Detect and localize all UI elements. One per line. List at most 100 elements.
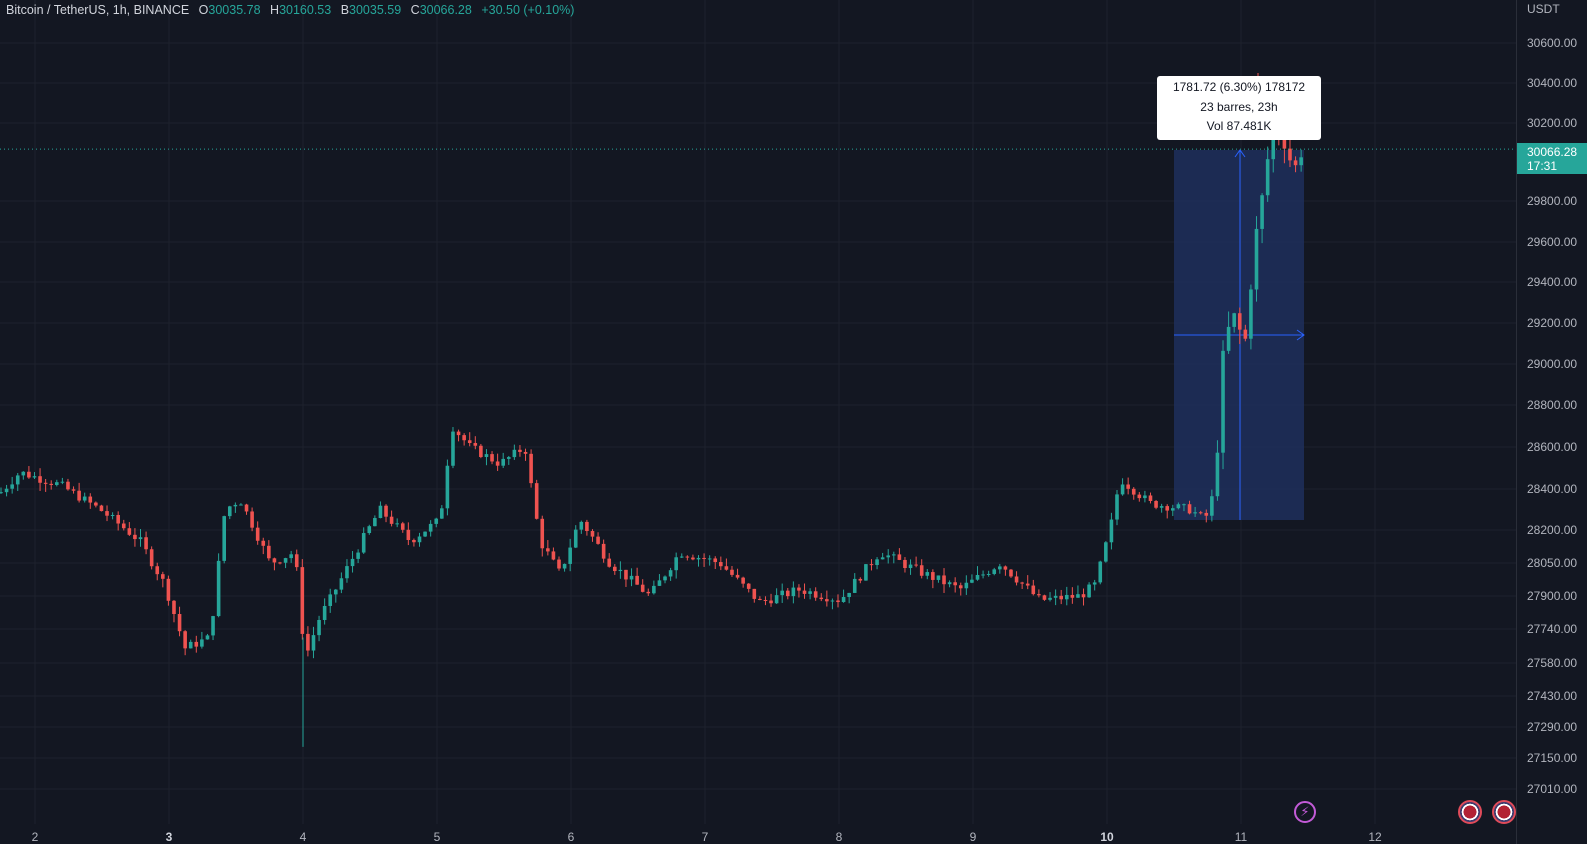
candle-body	[858, 578, 863, 581]
candle-body	[1131, 488, 1136, 495]
candle-body	[278, 562, 282, 564]
candle-body	[919, 565, 924, 576]
candle-body	[958, 585, 963, 589]
candle-body	[1014, 576, 1019, 583]
candle-body	[289, 554, 293, 559]
candle-body	[1243, 329, 1248, 339]
candle-body	[914, 564, 918, 566]
currency-unit[interactable]: USDT	[1527, 2, 1560, 16]
candle-body	[484, 454, 489, 458]
candle-body	[1182, 504, 1186, 506]
candle-body	[534, 483, 539, 519]
candle-body	[1260, 195, 1264, 229]
candle-body	[38, 476, 42, 483]
candle-body	[769, 600, 773, 604]
candle-body	[802, 590, 807, 594]
candle-body	[1070, 594, 1075, 598]
candle-body	[724, 566, 729, 570]
candle-body	[652, 585, 656, 594]
candle-body	[685, 556, 690, 558]
candle-body	[389, 516, 394, 524]
candle-body	[239, 504, 243, 506]
candle-body	[1126, 484, 1130, 489]
candle-body	[138, 537, 143, 540]
price-tick-label: 28600.00	[1527, 440, 1578, 454]
candle-body	[585, 521, 589, 532]
candle-body	[674, 557, 678, 571]
candle-body	[261, 540, 266, 546]
candle-body	[384, 505, 388, 517]
time-tick-label: 3	[165, 830, 173, 844]
candle-body	[94, 502, 98, 506]
high-value: 30160.53	[279, 3, 332, 17]
candle-body	[1076, 594, 1080, 598]
candle-body	[99, 505, 104, 512]
candle-body	[300, 567, 305, 634]
candle-body	[149, 549, 154, 567]
price-tick-label: 29600.00	[1527, 235, 1578, 249]
us-flag-icon[interactable]	[1492, 800, 1516, 824]
candle-body	[1198, 512, 1203, 514]
candle-body	[1081, 594, 1086, 598]
price-tick-label: 28050.00	[1527, 556, 1578, 570]
candle-body	[71, 489, 76, 491]
candle-body	[551, 551, 556, 560]
price-tick-label: 30600.00	[1527, 36, 1578, 50]
candle-body	[311, 635, 316, 651]
candle-body	[334, 589, 338, 595]
price-tick-label: 28400.00	[1527, 482, 1578, 496]
candle-body	[255, 527, 260, 541]
candle-body	[479, 445, 483, 458]
chart-canvas[interactable]	[0, 0, 1516, 844]
candle-body	[1165, 506, 1170, 511]
candle-body	[942, 575, 946, 585]
us-flag-icon[interactable]	[1458, 800, 1482, 824]
candle-body	[791, 587, 796, 597]
candle-body	[892, 554, 896, 556]
candle-body	[27, 471, 31, 478]
candle-body	[953, 582, 957, 586]
candle-body	[763, 599, 768, 601]
candle-body	[679, 556, 684, 558]
candle-body	[32, 476, 37, 478]
flash-icon[interactable]: ⚡	[1294, 801, 1316, 823]
change-value: +30.50 (+0.10%)	[481, 3, 575, 17]
candle-body	[1042, 595, 1047, 600]
candle-body	[1087, 584, 1091, 598]
candle-body	[774, 595, 779, 604]
candle-body	[501, 458, 505, 466]
candle-body	[1154, 500, 1158, 508]
candle-body	[573, 529, 578, 548]
candle-body	[1109, 519, 1114, 543]
price-tick-label: 27010.00	[1527, 782, 1578, 796]
candle-body	[1204, 512, 1209, 516]
candle-body	[529, 453, 533, 484]
candle-body	[317, 619, 321, 636]
candle-body	[227, 506, 232, 517]
candle-body	[506, 457, 511, 459]
symbol-legend: Bitcoin / TetherUS, 1h, BINANCE O30035.7…	[6, 3, 574, 17]
candle-body	[133, 534, 137, 540]
candle-body	[523, 451, 528, 454]
candle-body	[473, 443, 478, 446]
candle-body	[306, 633, 310, 651]
candle-body	[406, 529, 411, 540]
candle-body	[0, 492, 3, 494]
candle-body	[322, 605, 327, 620]
candle-body	[194, 641, 199, 647]
time-tick-label: 7	[701, 830, 709, 844]
candle-body	[1025, 583, 1030, 586]
symbol-name[interactable]: Bitcoin / TetherUS, 1h, BINANCE	[6, 3, 190, 17]
candle-body	[1020, 582, 1024, 584]
candle-body	[512, 449, 517, 458]
price-tick-label: 27150.00	[1527, 751, 1578, 765]
candle-body	[590, 531, 595, 537]
candle-body	[1053, 595, 1058, 598]
candle-body	[339, 578, 344, 590]
price-axis[interactable]: USDT 30600.00 30400.00 30200.00 29800.00 296…	[1516, 0, 1587, 844]
candle-body	[1143, 495, 1147, 499]
candle-body	[640, 584, 645, 592]
candle-body	[847, 592, 851, 598]
candle-body	[635, 575, 639, 585]
candle-body	[1092, 582, 1097, 585]
